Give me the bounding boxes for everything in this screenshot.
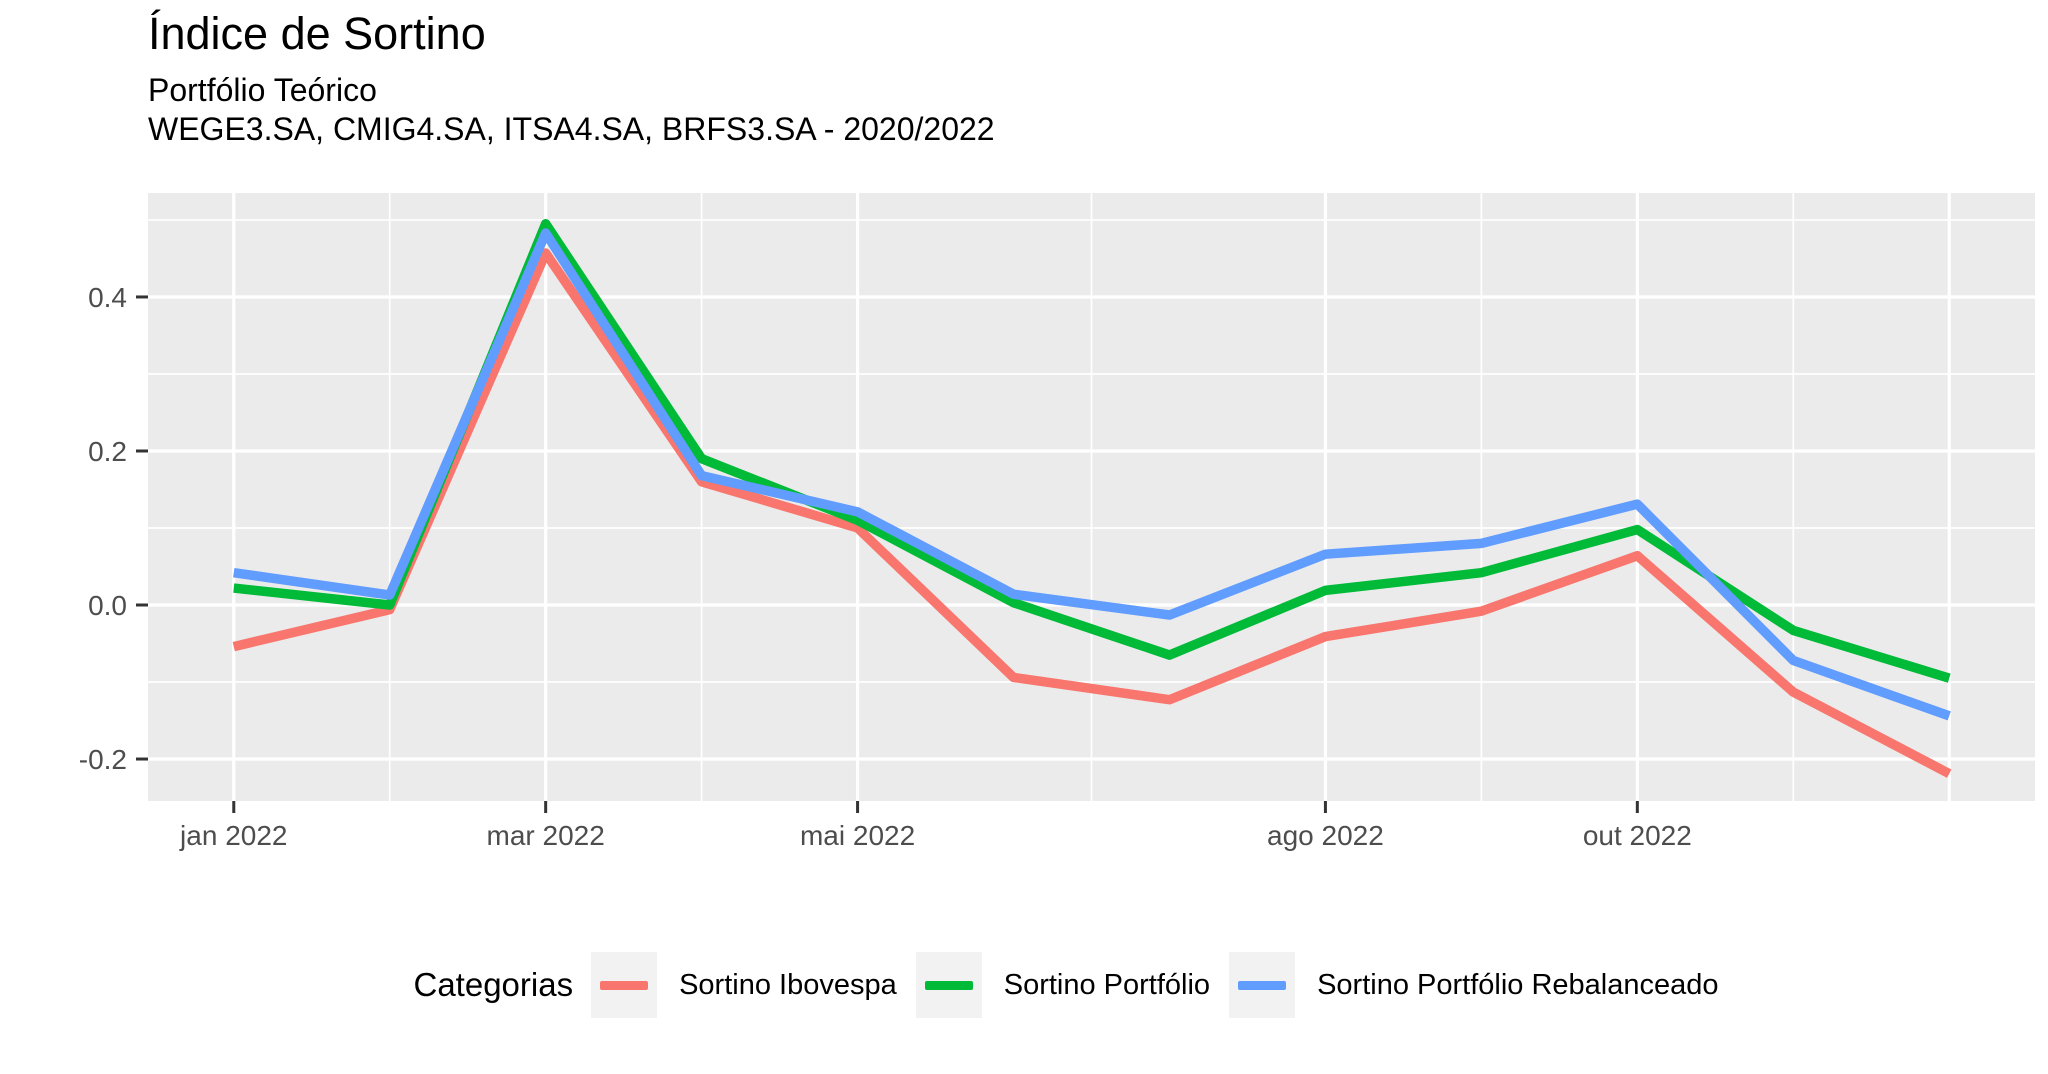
y-tick-label: 0.4 — [88, 282, 127, 313]
plot-area: jan 2022 mar 2022 mai 2022 ago 2022 out 2022… — [79, 193, 2035, 851]
legend-line-swatch-sortino-portf-lio — [924, 980, 973, 990]
y-tick-label: 0.2 — [88, 436, 127, 467]
legend-key-sortino-portf-lio-rebalanceado — [1229, 952, 1296, 1018]
legend: Categorias Sortino Ibovespa Sortino Portf… — [42, 952, 2048, 1018]
series-line-sortino-ibovespa — [232, 248, 1952, 778]
legend-label-sortino-ibovespa: Sortino Ibovespa — [679, 968, 897, 1001]
x-tick-label: mai 2022 — [800, 820, 915, 851]
legend-key-sortino-ibovespa — [591, 952, 658, 1018]
x-tick-label: mar 2022 — [487, 820, 605, 851]
chart-subtitle: Portfólio Teórico WEGE3.SA, CMIG4.SA, IT… — [148, 71, 995, 149]
chart-subtitle-line1: Portfólio Teórico — [148, 72, 377, 108]
legend-item-sortino-portf-lio-rebalanceado: Sortino Portfólio Rebalanceado — [1229, 952, 1719, 1018]
legend-label-sortino-portf-lio: Sortino Portfólio — [1003, 968, 1211, 1001]
legend-label-sortino-portf-lio-rebalanceado: Sortino Portfólio Rebalanceado — [1317, 968, 1719, 1001]
chart-title: Índice de Sortino — [148, 8, 486, 59]
legend-line-swatch-sortino-ibovespa — [600, 980, 649, 990]
y-tick-label: 0.0 — [88, 590, 127, 621]
x-tick-label: out 2022 — [1583, 820, 1692, 851]
x-tick-label: jan 2022 — [179, 820, 287, 851]
legend-key-sortino-portf-lio — [915, 952, 982, 1018]
legend-items: Sortino Ibovespa Sortino Portfólio Sortino… — [591, 952, 1719, 1018]
series-line-sortino-portf-lio-rebalanceado — [233, 228, 1951, 721]
x-tick-label: ago 2022 — [1267, 820, 1384, 851]
legend-item-sortino-ibovespa: Sortino Ibovespa — [591, 952, 897, 1018]
legend-item-sortino-portf-lio: Sortino Portfólio — [915, 952, 1211, 1018]
legend-title: Categorias — [413, 966, 574, 1003]
chart-subtitle-line2: WEGE3.SA, CMIG4.SA, ITSA4.SA, BRFS3.SA -… — [148, 111, 995, 147]
legend-line-swatch-sortino-portf-lio-rebalanceado — [1238, 980, 1287, 990]
y-tick-label: -0.2 — [79, 744, 127, 775]
